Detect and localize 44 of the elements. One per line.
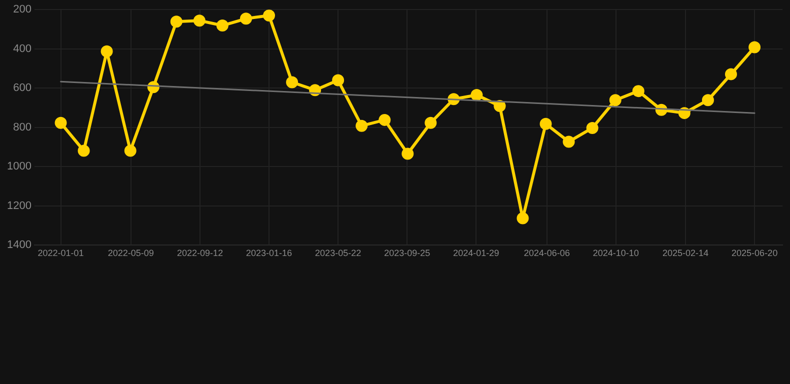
- x-tick-label: 2023-09-25: [384, 248, 430, 258]
- point: [216, 20, 228, 32]
- point: [356, 120, 368, 132]
- x-tick-label: 2023-01-16: [246, 248, 292, 258]
- point: [586, 122, 598, 134]
- point: [78, 144, 90, 157]
- point: [100, 45, 113, 58]
- x-tick-label: 2024-06-06: [524, 248, 570, 258]
- x-tick-label: 2022-01-01: [38, 248, 84, 258]
- point: [562, 136, 575, 148]
- point: [54, 116, 67, 129]
- x-tick-label: 2025-02-14: [662, 248, 709, 258]
- x-tick-label: 2022-05-09: [108, 248, 154, 258]
- point: [332, 74, 344, 86]
- point: [286, 76, 298, 88]
- x-tick-label: 2023-05-22: [315, 248, 362, 258]
- y-tick-label: 1200: [6, 200, 32, 212]
- point: [263, 10, 276, 22]
- point: [240, 12, 252, 25]
- point: [494, 100, 506, 112]
- y-tick-label: 800: [13, 121, 32, 134]
- point: [632, 85, 644, 98]
- x-tick-label: 2022-09-12: [176, 248, 223, 258]
- point: [424, 116, 437, 129]
- point: [724, 68, 737, 80]
- x-tick-label: 2025-06-20: [732, 248, 778, 258]
- y-tick-label: 200: [13, 4, 32, 16]
- y-tick-label: 1400: [6, 239, 32, 252]
- point: [748, 41, 761, 54]
- point: [193, 14, 206, 27]
- point: [702, 94, 714, 106]
- point: [516, 212, 529, 224]
- y-tick-label: 600: [13, 82, 32, 94]
- point: [402, 148, 414, 160]
- x-tick-label: 2024-10-10: [592, 248, 639, 258]
- point: [378, 114, 391, 126]
- y-tick-label: 1000: [6, 160, 32, 173]
- point: [540, 118, 552, 130]
- x-tick-label: 2024-01-29: [453, 248, 500, 258]
- y-tick-label: 400: [13, 42, 32, 55]
- point: [170, 16, 182, 28]
- point: [470, 89, 483, 102]
- point: [609, 94, 622, 106]
- point: [124, 144, 136, 157]
